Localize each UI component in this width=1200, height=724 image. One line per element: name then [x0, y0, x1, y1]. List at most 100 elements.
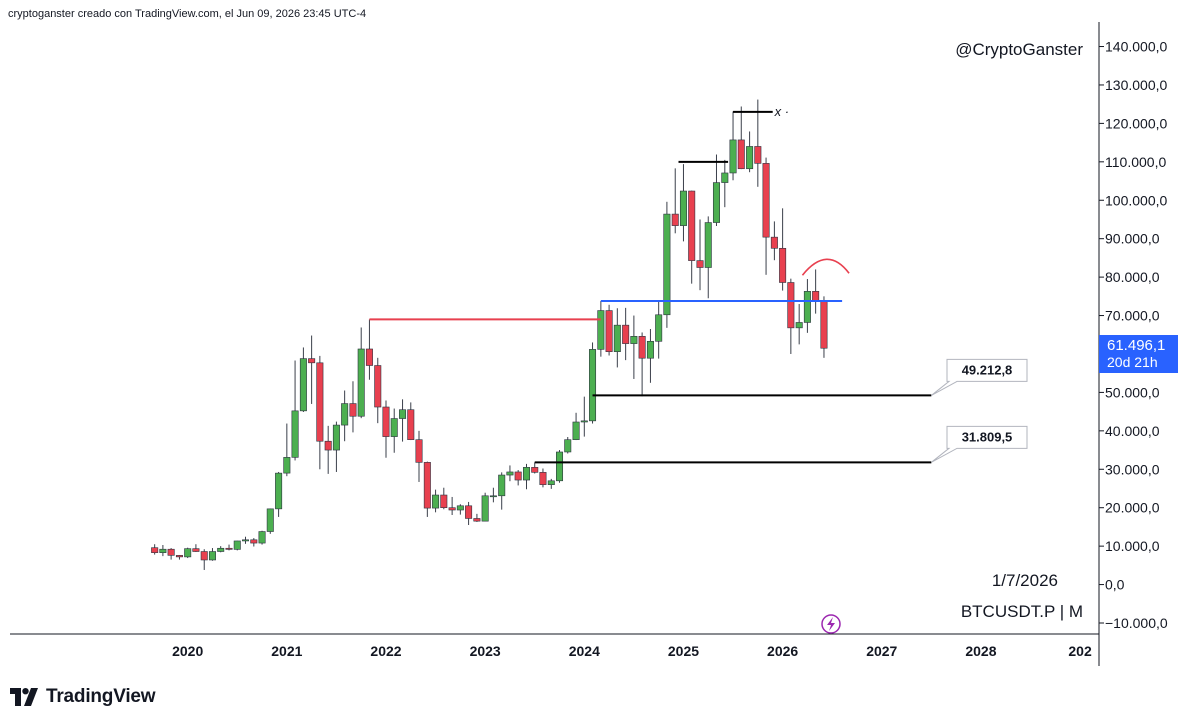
candle[interactable] — [663, 201, 671, 328]
candle[interactable] — [382, 400, 390, 458]
candle[interactable] — [233, 540, 241, 551]
candle-body — [324, 440, 332, 451]
candle[interactable] — [357, 327, 365, 419]
candle[interactable] — [299, 347, 307, 413]
candle[interactable] — [399, 399, 407, 442]
candle[interactable] — [432, 489, 440, 513]
candle[interactable] — [522, 463, 530, 490]
price-tick-label: 90.000,0 — [1105, 231, 1160, 247]
candle[interactable] — [423, 461, 431, 517]
candle[interactable] — [241, 536, 249, 544]
candle-body — [465, 505, 473, 519]
candle[interactable] — [266, 508, 274, 534]
candle[interactable] — [506, 465, 514, 482]
candle[interactable] — [489, 487, 497, 503]
candle[interactable] — [514, 470, 522, 486]
candle[interactable] — [547, 478, 555, 489]
tradingview-brand: TradingView — [46, 686, 156, 707]
candle[interactable] — [679, 164, 687, 242]
candle[interactable] — [589, 342, 597, 424]
candle[interactable] — [820, 296, 828, 358]
candle[interactable] — [341, 390, 349, 442]
candle[interactable] — [754, 99, 762, 187]
candle-body — [729, 139, 737, 174]
candle[interactable] — [597, 300, 605, 357]
price-tick-label: 50.000,0 — [1105, 384, 1160, 400]
candle[interactable] — [316, 355, 324, 470]
candle[interactable] — [175, 554, 183, 560]
candle[interactable] — [349, 381, 357, 433]
lightning-icon[interactable] — [821, 614, 841, 634]
candle[interactable] — [564, 436, 572, 454]
candle[interactable] — [605, 304, 613, 356]
candle[interactable] — [655, 301, 663, 359]
candle[interactable] — [498, 472, 506, 510]
candle[interactable] — [737, 106, 745, 170]
ath-x-marker: x · — [774, 104, 789, 119]
candle[interactable] — [539, 468, 547, 488]
candle-body — [440, 494, 448, 509]
candle[interactable] — [456, 504, 464, 515]
candle[interactable] — [407, 402, 415, 441]
candle[interactable] — [729, 111, 737, 181]
candle[interactable] — [208, 548, 216, 561]
candle[interactable] — [580, 396, 588, 437]
candle[interactable] — [572, 412, 580, 441]
candle[interactable] — [770, 221, 778, 261]
candle[interactable] — [630, 315, 638, 379]
current-price: 61.496,1 — [1107, 337, 1165, 354]
candle[interactable] — [556, 450, 564, 483]
price-tick-label: 20.000,0 — [1105, 500, 1160, 516]
candle[interactable] — [812, 269, 820, 314]
candle-body — [275, 472, 283, 510]
candle[interactable] — [308, 335, 316, 404]
candle[interactable] — [465, 501, 473, 525]
candle[interactable] — [787, 278, 795, 354]
candle[interactable] — [291, 360, 299, 461]
candle[interactable] — [638, 332, 646, 397]
candle[interactable] — [365, 319, 373, 380]
candle[interactable] — [481, 492, 489, 522]
candle[interactable] — [696, 219, 704, 291]
candle-body — [754, 146, 762, 164]
candle[interactable] — [332, 421, 340, 472]
candle[interactable] — [167, 548, 175, 560]
candle[interactable] — [721, 159, 729, 208]
candle[interactable] — [258, 530, 266, 545]
candle[interactable] — [440, 487, 448, 510]
candle[interactable] — [415, 430, 423, 482]
candle[interactable] — [217, 546, 225, 553]
candle[interactable] — [159, 544, 167, 557]
candle[interactable] — [671, 168, 679, 234]
candle[interactable] — [192, 544, 200, 552]
candle[interactable] — [704, 216, 712, 299]
time-tick-label: 202 — [1068, 643, 1092, 659]
candle[interactable] — [762, 157, 770, 275]
candle[interactable] — [283, 423, 291, 477]
candle[interactable] — [779, 208, 787, 291]
candle[interactable] — [200, 549, 208, 570]
candle-body — [820, 300, 828, 349]
tradingview-logo[interactable]: TradingView — [10, 684, 156, 710]
candle[interactable] — [795, 304, 803, 345]
candle[interactable] — [613, 308, 621, 368]
candle[interactable] — [390, 408, 398, 453]
candle[interactable] — [250, 538, 258, 547]
candle[interactable] — [374, 357, 382, 424]
candle[interactable] — [712, 154, 720, 227]
candle[interactable] — [746, 131, 754, 173]
candle[interactable] — [184, 547, 192, 559]
candle[interactable] — [803, 279, 811, 333]
candle[interactable] — [622, 307, 630, 361]
candle[interactable] — [646, 329, 654, 383]
candle[interactable] — [688, 190, 696, 284]
candle[interactable] — [473, 513, 481, 522]
candle[interactable] — [225, 544, 233, 551]
chart[interactable]: 49.212,8 31.809,5 x · 140.000,0 130.000,0 12… — [0, 0, 1200, 680]
candle[interactable] — [151, 544, 159, 555]
candle[interactable] — [448, 496, 456, 516]
candle[interactable] — [324, 425, 332, 474]
candle[interactable] — [531, 462, 539, 474]
candle[interactable] — [275, 471, 283, 517]
candle-body — [539, 472, 547, 485]
